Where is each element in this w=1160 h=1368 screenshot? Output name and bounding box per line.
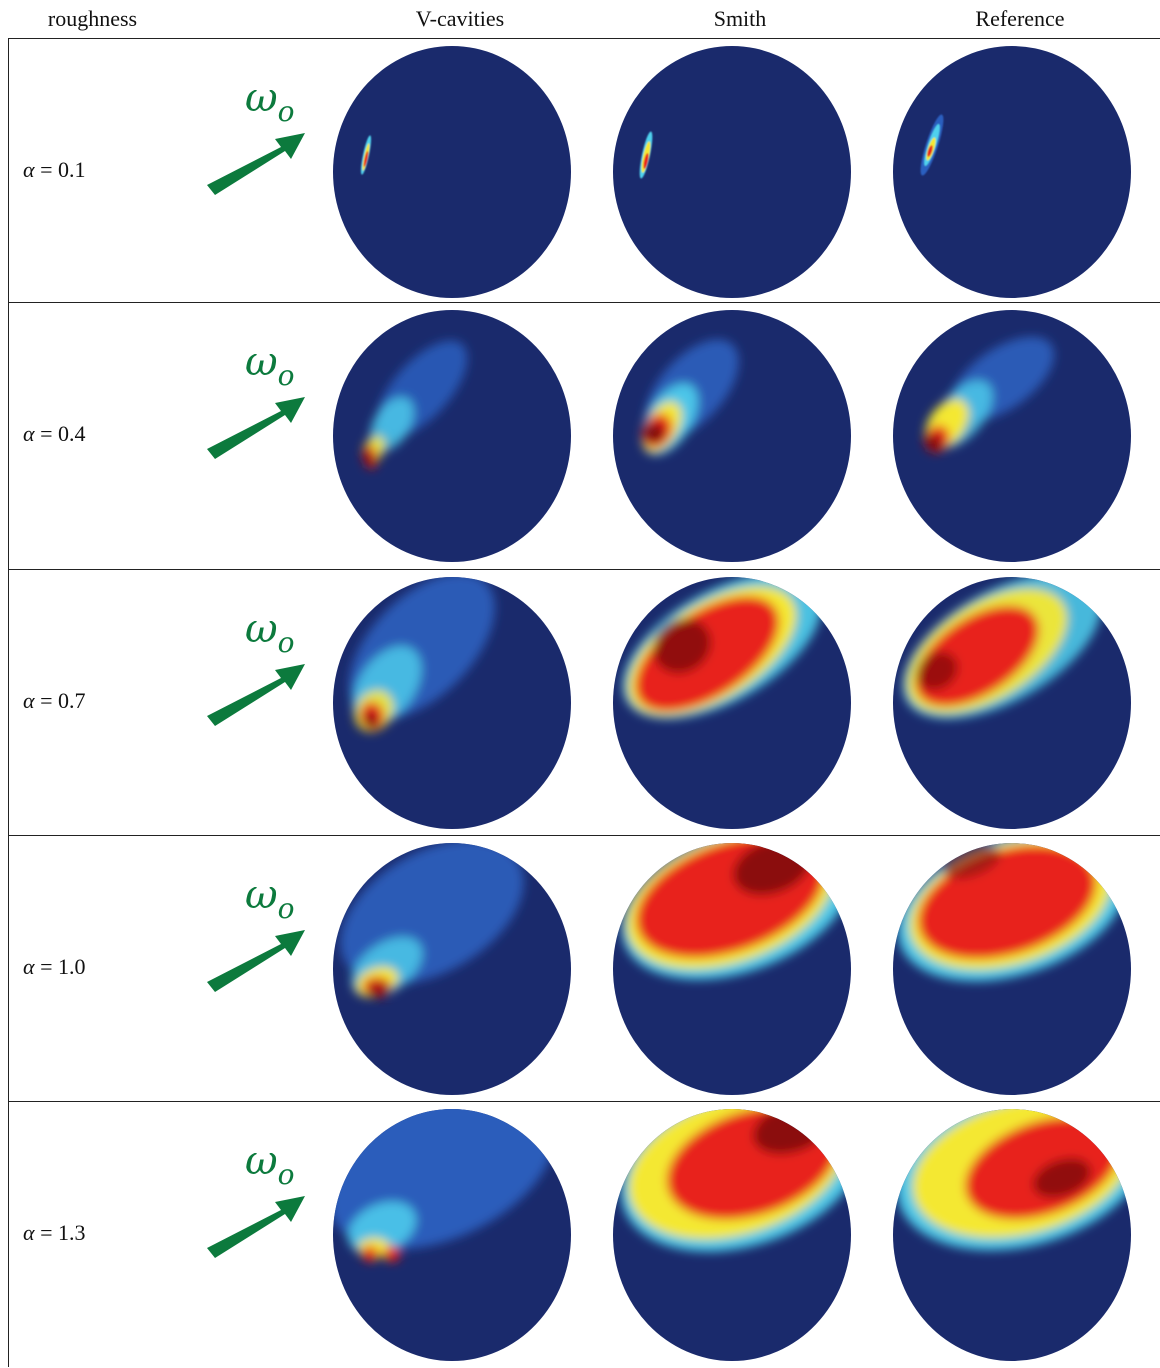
hemisphere-disk bbox=[893, 310, 1131, 562]
omega-subscript: o bbox=[277, 359, 295, 392]
omega-subscript: o bbox=[277, 626, 295, 659]
vcavities-plot bbox=[332, 576, 572, 830]
alpha-value: = 1.0 bbox=[34, 954, 86, 979]
hemisphere-disk bbox=[613, 46, 851, 298]
smith-plot bbox=[612, 45, 852, 299]
omega-o-label: ωo bbox=[245, 339, 294, 392]
row-divider bbox=[8, 1101, 1160, 1102]
figure-row: α = 1.0 ωo bbox=[9, 836, 1160, 1102]
vcavities-plot bbox=[332, 1108, 572, 1362]
alpha-value: = 1.3 bbox=[34, 1220, 86, 1245]
heat-region bbox=[364, 451, 374, 467]
header-rule bbox=[8, 38, 1160, 39]
heat-region bbox=[927, 145, 933, 157]
omega-subscript: o bbox=[277, 1158, 295, 1191]
omega-o-label: ωo bbox=[245, 872, 294, 925]
heat-region bbox=[380, 982, 388, 998]
alpha-value: = 0.4 bbox=[34, 421, 86, 446]
heat-region bbox=[643, 153, 649, 169]
reference-plot bbox=[892, 576, 1132, 830]
hemisphere-disk bbox=[893, 46, 1131, 298]
heat-region bbox=[370, 982, 378, 998]
header-v-cavities: V-cavities bbox=[415, 6, 505, 31]
header-smith: Smith bbox=[713, 6, 767, 31]
row-divider bbox=[8, 835, 1160, 836]
reference-plot bbox=[892, 1108, 1132, 1362]
header-roughness: roughness bbox=[47, 6, 138, 31]
heat-region bbox=[965, 1116, 1119, 1220]
omega-symbol: ω bbox=[245, 872, 278, 918]
vcavities-plot bbox=[332, 45, 572, 299]
alpha-label: α = 0.1 bbox=[23, 157, 85, 183]
alpha-symbol: α bbox=[23, 157, 35, 182]
alpha-symbol: α bbox=[23, 688, 35, 713]
row-divider bbox=[8, 302, 1160, 303]
heat-region bbox=[363, 151, 369, 167]
alpha-value: = 0.7 bbox=[34, 688, 86, 713]
outgoing-direction-arrow-icon bbox=[207, 397, 305, 459]
reference-plot bbox=[892, 842, 1132, 1096]
left-border bbox=[8, 38, 9, 1367]
alpha-value: = 0.1 bbox=[34, 157, 86, 182]
figure-row: α = 0.1 ωo bbox=[9, 39, 1160, 305]
vcavities-plot bbox=[332, 309, 572, 563]
vcavities-plot bbox=[332, 842, 572, 1096]
figure-row: α = 1.3 ωo bbox=[9, 1102, 1160, 1368]
omega-o-label: ωo bbox=[245, 75, 294, 128]
smith-plot bbox=[612, 842, 852, 1096]
alpha-label: α = 0.7 bbox=[23, 688, 85, 714]
hemisphere-disk bbox=[333, 46, 571, 298]
heat-region bbox=[362, 1246, 378, 1262]
row-divider bbox=[8, 569, 1160, 570]
smith-plot bbox=[612, 1108, 852, 1362]
smith-plot bbox=[612, 309, 852, 563]
alpha-label: α = 1.0 bbox=[23, 954, 85, 980]
omega-o-label: ωo bbox=[245, 606, 294, 659]
omega-subscript: o bbox=[277, 95, 295, 128]
omega-symbol: ω bbox=[245, 1138, 278, 1184]
outgoing-direction-arrow-icon bbox=[207, 133, 305, 195]
outgoing-direction-arrow-icon bbox=[207, 664, 305, 726]
header-reference: Reference bbox=[975, 6, 1065, 31]
heat-region bbox=[926, 435, 942, 451]
omega-symbol: ω bbox=[245, 75, 278, 121]
heat-region bbox=[916, 651, 958, 691]
alpha-label: α = 1.3 bbox=[23, 1220, 85, 1246]
alpha-symbol: α bbox=[23, 1220, 35, 1245]
alpha-symbol: α bbox=[23, 954, 35, 979]
hemisphere-disk bbox=[333, 310, 571, 562]
omega-subscript: o bbox=[277, 892, 295, 925]
reference-plot bbox=[892, 309, 1132, 563]
omega-symbol: ω bbox=[245, 606, 278, 652]
omega-symbol: ω bbox=[245, 339, 278, 385]
smith-plot bbox=[612, 576, 852, 830]
outgoing-direction-arrow-icon bbox=[207, 1196, 305, 1258]
alpha-label: α = 0.4 bbox=[23, 421, 85, 447]
figure-row: α = 0.4 ωo bbox=[9, 303, 1160, 569]
omega-o-label: ωo bbox=[245, 1138, 294, 1191]
heat-region bbox=[384, 1246, 400, 1262]
heat-region bbox=[653, 618, 711, 674]
figure-row: α = 0.7 ωo bbox=[9, 570, 1160, 836]
heat-region bbox=[1033, 1158, 1091, 1198]
heat-region bbox=[644, 423, 664, 443]
heat-region bbox=[364, 712, 378, 728]
alpha-symbol: α bbox=[23, 421, 35, 446]
outgoing-direction-arrow-icon bbox=[207, 930, 305, 992]
reference-plot bbox=[892, 45, 1132, 299]
